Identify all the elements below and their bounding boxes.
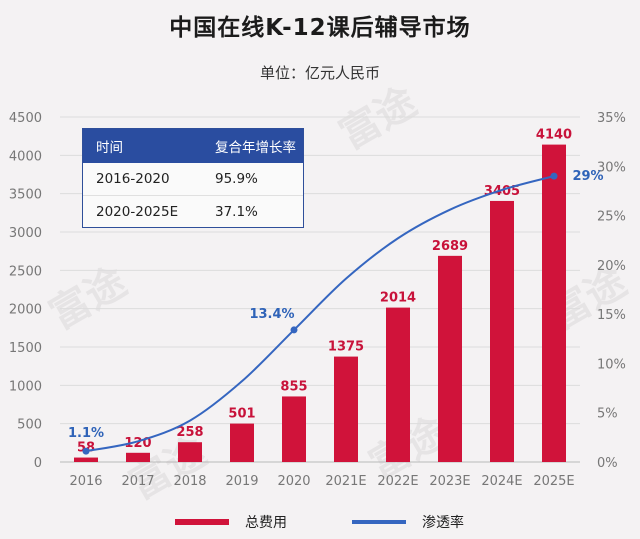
line-point [82, 447, 90, 455]
right-axis-tick-label: 35% [597, 111, 626, 126]
cagr-row-rate: 95.9% [215, 171, 258, 187]
cagr-table-header: 时间 复合年增长率 [83, 129, 303, 163]
chart-legend: 总费用 渗透率 [0, 512, 640, 534]
x-axis-tick-label: 2019 [225, 474, 258, 489]
line-point [290, 326, 298, 334]
left-axis-tick-label: 1000 [9, 379, 42, 394]
left-axis-tick-label: 4500 [9, 111, 42, 126]
cagr-row-period: 2016-2020 [96, 171, 170, 187]
line-point [550, 172, 558, 180]
bar-value-label: 2689 [432, 239, 468, 254]
bar-value-label: 258 [176, 425, 203, 440]
bar-2023E [438, 255, 462, 462]
line-value-label: 13.4% [249, 307, 294, 322]
bar-2017 [126, 452, 150, 462]
legend-line-swatch [352, 520, 406, 524]
x-axis-tick-label: 2017 [121, 474, 154, 489]
bar-value-label: 501 [228, 407, 255, 422]
left-axis-tick-label: 3500 [9, 188, 42, 203]
legend-item-bar: 总费用 [175, 512, 287, 532]
left-axis-tick-label: 1500 [9, 341, 42, 356]
bar-2020 [282, 396, 306, 462]
cagr-table-row: 2016-2020 95.9% [83, 163, 303, 195]
right-axis-tick-label: 0% [597, 456, 618, 471]
bar-value-label: 2014 [380, 291, 416, 306]
penetration-rate-line [85, 175, 555, 453]
left-axis-tick-label: 500 [17, 418, 42, 433]
right-axis-tick-label: 15% [597, 308, 626, 323]
chart-subtitle: 单位：亿元人民币 [259, 64, 380, 82]
x-axis-tick-label: 2020 [277, 474, 310, 489]
legend-line-label: 渗透率 [422, 515, 464, 531]
bar-value-label: 4140 [536, 128, 572, 143]
bar-2022E [386, 307, 410, 462]
right-axis-tick-label: 25% [597, 210, 626, 225]
bar-2025E [542, 144, 566, 462]
line-value-label: 1.1% [68, 426, 104, 441]
x-axis-tick-label: 2021E [325, 474, 366, 489]
bar-value-label: 855 [280, 379, 307, 394]
x-axis-tick-label: 2016 [69, 474, 102, 489]
watermark-text: 富途 [332, 79, 424, 159]
chart-title: 中国在线K-12课后辅导市场 [169, 15, 471, 41]
cagr-row-rate: 37.1% [215, 204, 258, 220]
x-axis-tick-label: 2024E [481, 474, 522, 489]
right-axis-tick-label: 30% [597, 160, 626, 175]
cagr-row-period: 2020-2025E [96, 204, 179, 220]
x-axis-tick-label: 2025E [533, 474, 574, 489]
cagr-table: 时间 复合年增长率 2016-2020 95.9% 2020-2025E 37.… [82, 128, 304, 228]
right-axis-tick-label: 20% [597, 259, 626, 274]
bar-2018 [178, 442, 202, 462]
x-axis-tick-label: 2022E [377, 474, 418, 489]
left-axis-tick-label: 4000 [9, 149, 42, 164]
cagr-header-period: 时间 [96, 140, 123, 156]
right-axis-tick-label: 10% [597, 357, 626, 372]
legend-bar-swatch [175, 519, 229, 525]
bar-value-label: 1375 [328, 340, 364, 355]
left-axis-tick-label: 2500 [9, 264, 42, 279]
left-axis-tick-label: 2000 [9, 303, 42, 318]
legend-bar-label: 总费用 [245, 515, 287, 531]
left-axis-tick-label: 3000 [9, 226, 42, 241]
bar-2019 [230, 423, 254, 462]
line-value-label: 29% [572, 169, 603, 184]
bar-2021E [334, 356, 358, 462]
legend-item-line: 渗透率 [352, 512, 464, 532]
bar-2016 [74, 457, 98, 462]
left-axis-tick-label: 0 [34, 456, 42, 471]
x-axis-tick-label: 2018 [173, 474, 206, 489]
x-axis-tick-label: 2023E [429, 474, 470, 489]
cagr-header-rate: 复合年增长率 [215, 140, 296, 156]
right-axis-tick-label: 5% [597, 407, 618, 422]
bar-2024E [490, 200, 514, 462]
cagr-table-row: 2020-2025E 37.1% [83, 195, 303, 228]
